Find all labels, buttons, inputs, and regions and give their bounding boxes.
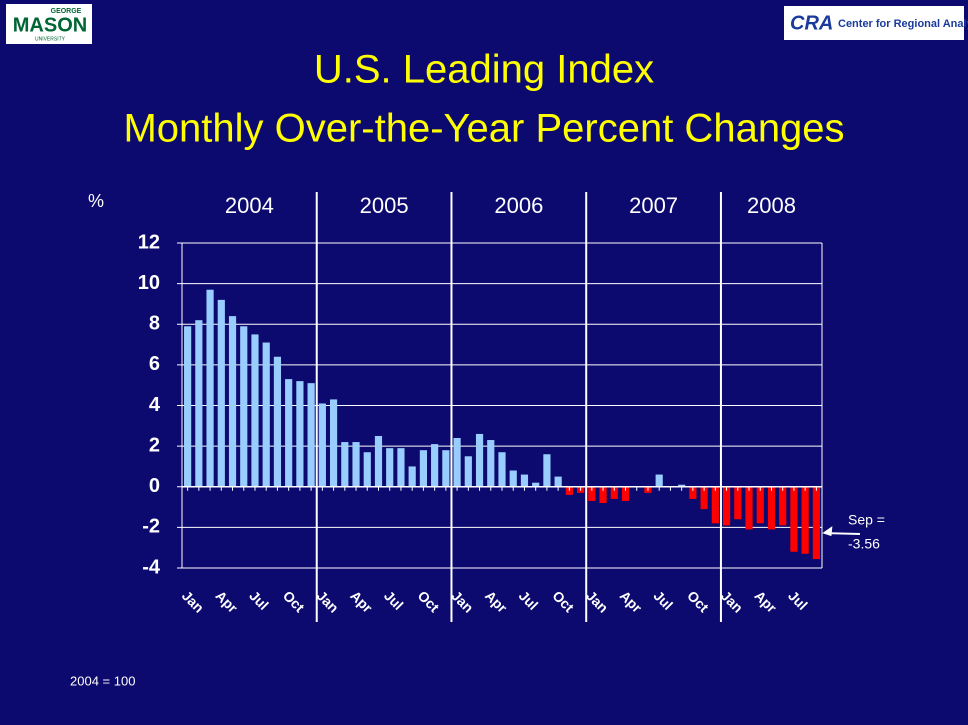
bar (329, 399, 338, 487)
bar (431, 444, 439, 487)
bar (442, 450, 450, 487)
y-tick-label: 8 (149, 313, 160, 335)
bar (554, 476, 562, 487)
bar (195, 320, 203, 487)
y-tick-label: 12 (138, 231, 160, 253)
year-label: 2007 (629, 193, 678, 218)
bar (419, 450, 427, 487)
bar (543, 454, 551, 487)
bar (520, 474, 529, 487)
chart-title: U.S. Leading Index (314, 48, 654, 92)
bar (565, 486, 573, 495)
bar (722, 486, 731, 526)
bar (588, 486, 596, 501)
bar (790, 486, 798, 552)
logo-text: GEORGE (51, 8, 82, 15)
bar (509, 470, 517, 487)
bar (352, 442, 360, 487)
bar (318, 403, 326, 487)
bar (363, 452, 371, 487)
logo-text: CRA (790, 12, 833, 34)
bar (374, 435, 383, 487)
bar (812, 486, 820, 560)
bar (397, 448, 405, 487)
footnote: 2004 = 100 (70, 673, 135, 688)
bar (678, 484, 686, 487)
y-tick-label: 10 (138, 272, 160, 294)
bar (599, 486, 607, 503)
bar (532, 482, 540, 487)
chart-title: Monthly Over-the-Year Percent Changes (123, 107, 844, 151)
bar (184, 326, 192, 487)
bar (700, 486, 708, 510)
logo-text: UNIVERSITY (35, 36, 66, 42)
bar (767, 486, 776, 530)
bar (251, 334, 259, 487)
bar (453, 438, 461, 487)
bar (779, 486, 787, 526)
bar (386, 448, 394, 487)
bar (296, 381, 304, 487)
y-tick-label: -4 (142, 556, 161, 578)
bar (801, 486, 809, 554)
y-axis-label: % (88, 191, 104, 211)
year-label: 2008 (747, 193, 796, 218)
mason-logo (6, 4, 92, 44)
bar (734, 486, 742, 520)
year-label: 2004 (225, 193, 274, 218)
bar (475, 433, 484, 487)
bar (262, 342, 270, 487)
year-label: 2005 (360, 193, 409, 218)
bar (408, 466, 416, 487)
logo-text: MASON (13, 14, 87, 36)
logo-text: Center for Regional Analysis (838, 18, 968, 30)
bar (464, 456, 472, 487)
bar (307, 383, 315, 487)
bar (206, 289, 214, 487)
y-tick-label: 6 (149, 353, 160, 375)
bar (756, 486, 764, 524)
bar (240, 326, 248, 487)
bar (217, 299, 225, 487)
bar (498, 452, 506, 487)
annotation-arrowhead (822, 526, 833, 537)
y-tick-label: 2 (149, 434, 160, 456)
bar (745, 486, 753, 530)
bar (655, 474, 663, 487)
bar (285, 379, 293, 487)
year-label: 2006 (494, 193, 543, 218)
bar (487, 440, 495, 487)
cra-logo (784, 6, 964, 40)
bar (711, 486, 719, 524)
y-tick-label: 0 (149, 475, 160, 497)
y-tick-label: 4 (149, 394, 161, 416)
bar (610, 486, 618, 499)
bar (341, 442, 349, 487)
bar (228, 316, 237, 487)
bar (621, 486, 630, 501)
bar (689, 486, 697, 499)
bar (273, 356, 282, 487)
annotation: Sep = (848, 512, 885, 528)
annotation: -3.56 (848, 536, 880, 552)
y-tick-label: -2 (142, 516, 160, 538)
